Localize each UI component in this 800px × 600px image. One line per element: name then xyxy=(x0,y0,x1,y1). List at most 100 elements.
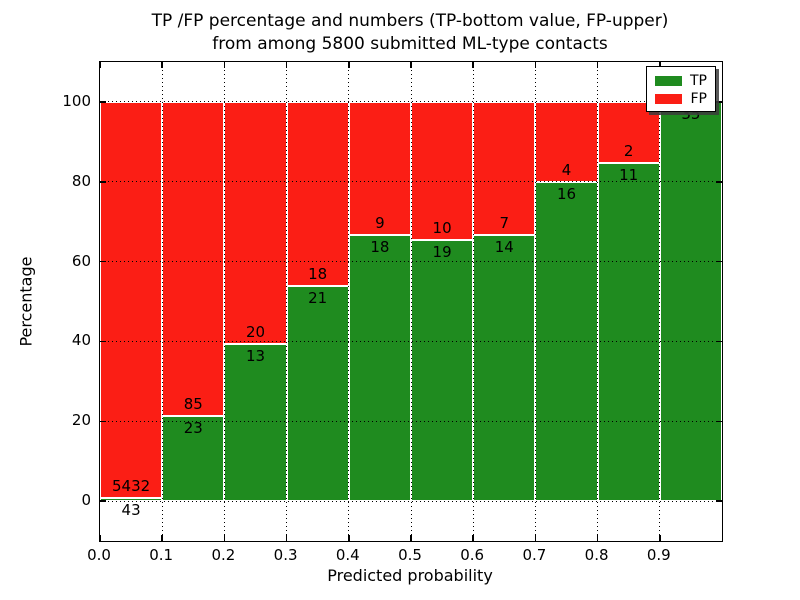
x-tick-label: 0.0 xyxy=(87,546,111,564)
v-gridline xyxy=(659,62,661,541)
x-tick-mark-bottom xyxy=(596,535,599,541)
tp-bar-segment xyxy=(659,101,722,502)
x-tick-label: 0.5 xyxy=(398,546,422,564)
x-tick-mark-bottom xyxy=(223,535,226,541)
v-gridline xyxy=(348,62,350,541)
tp-bar-segment xyxy=(348,234,411,502)
chart-title: TP /FP percentage and numbers (TP-bottom… xyxy=(99,10,721,56)
y-tick-mark-right xyxy=(716,181,722,183)
y-tick-mark-right xyxy=(716,260,722,263)
fp-count-label: 9 xyxy=(375,213,385,232)
v-gridline xyxy=(410,62,412,541)
fp-bar-segment xyxy=(224,101,287,344)
x-tick-label: 0.7 xyxy=(522,546,547,564)
x-tick-label: 0.6 xyxy=(460,546,485,564)
x-tick-mark-top xyxy=(472,62,474,68)
legend-row: FP xyxy=(647,90,715,108)
fp-bar-segment xyxy=(100,101,163,498)
fp-bar-segment xyxy=(162,101,225,417)
x-tick-mark-top xyxy=(534,62,537,68)
x-tick-mark-bottom xyxy=(161,535,163,541)
x-tick-label: 0.4 xyxy=(335,546,360,564)
y-tick-label: 80 xyxy=(71,171,91,190)
legend-row: TP xyxy=(647,72,715,90)
fp-bar-segment xyxy=(473,101,536,235)
chart-title-line2: from among 5800 submitted ML-type contac… xyxy=(212,34,608,54)
tp-bar-segment xyxy=(411,239,474,502)
tp-count-label: 23 xyxy=(183,419,203,438)
v-gridline xyxy=(223,62,225,541)
tp-bar-segment xyxy=(473,234,536,502)
y-tick-mark-left xyxy=(100,181,106,183)
fp-bar-segment xyxy=(348,101,411,235)
x-tick-mark-top xyxy=(596,62,599,68)
x-tick-mark-top xyxy=(659,62,661,68)
x-tick-mark-bottom xyxy=(410,535,412,541)
x-tick-mark-top xyxy=(99,62,101,68)
fp-count-label: 18 xyxy=(308,265,328,284)
fp-count-label: 7 xyxy=(499,213,510,232)
y-tick-label: 60 xyxy=(71,251,91,270)
tp-bar-segment xyxy=(597,163,660,502)
y-tick-label: 0 xyxy=(81,491,91,510)
tp-count-label: 16 xyxy=(556,184,577,203)
x-tick-label: 0.9 xyxy=(646,546,671,564)
fp-count-label: 20 xyxy=(245,322,266,341)
v-gridline xyxy=(286,62,288,541)
y-tick-label: 40 xyxy=(71,331,91,350)
y-tick-mark-right xyxy=(716,340,722,343)
x-axis-label: Predicted probability xyxy=(327,566,493,585)
y-tick-mark-left xyxy=(100,340,106,343)
v-gridline xyxy=(472,62,474,541)
tp-bar-segment xyxy=(162,416,225,502)
fp-count-label: 5432 xyxy=(112,476,151,495)
y-tick-mark-left xyxy=(100,101,106,103)
tp-count-label: 19 xyxy=(432,242,452,261)
x-tick-label: 0.2 xyxy=(211,546,236,564)
tp-count-label: 21 xyxy=(308,289,328,308)
x-tick-mark-bottom xyxy=(534,535,537,541)
x-tick-mark-bottom xyxy=(348,535,350,541)
v-gridline xyxy=(161,62,163,541)
x-tick-mark-top xyxy=(223,62,226,68)
x-tick-mark-top xyxy=(285,62,288,68)
x-tick-mark-top xyxy=(348,62,350,68)
legend-swatch-tp xyxy=(655,76,682,86)
legend-label: TP xyxy=(690,73,707,89)
tp-bar-segment xyxy=(224,343,287,502)
tp-count-label: 43 xyxy=(121,500,141,519)
legend: TP FP xyxy=(646,66,716,112)
y-tick-mark-left xyxy=(100,420,106,422)
chart-title-line1: TP /FP percentage and numbers (TP-bottom… xyxy=(151,11,669,31)
y-tick-mark-right xyxy=(716,101,722,103)
x-tick-label: 0.8 xyxy=(584,546,609,564)
legend-label: FP xyxy=(690,91,708,107)
tp-count-label: 13 xyxy=(245,346,266,365)
x-tick-mark-bottom xyxy=(99,535,101,541)
x-tick-mark-bottom xyxy=(472,535,474,541)
fp-count-label: 85 xyxy=(183,395,203,414)
plot-area: 5432 43 85 23 20 13 18 21 9 18 10 19 7 14 4 16 2 11 35 xyxy=(99,61,723,542)
fp-bar-segment xyxy=(286,101,349,287)
fp-bar-segment xyxy=(597,101,660,164)
x-tick-label: 0.3 xyxy=(273,546,298,564)
x-tick-label: 0.1 xyxy=(149,546,174,564)
v-gridline xyxy=(534,62,536,541)
y-tick-mark-right xyxy=(716,500,722,502)
y-tick-label: 20 xyxy=(71,411,91,430)
y-tick-mark-left xyxy=(100,500,106,502)
y-tick-mark-left xyxy=(100,260,106,263)
tp-count-label: 14 xyxy=(494,237,514,256)
x-tick-mark-bottom xyxy=(659,535,661,541)
tp-count-label: 11 xyxy=(619,166,639,185)
tp-bar-segment xyxy=(100,497,163,502)
fp-count-label: 2 xyxy=(623,142,634,161)
legend-swatch-fp xyxy=(655,94,682,104)
tp-count-label: 18 xyxy=(370,237,390,256)
tp-bar-segment xyxy=(286,286,349,502)
y-tick-mark-right xyxy=(716,420,722,422)
x-tick-mark-top xyxy=(410,62,412,68)
fp-count-label: 4 xyxy=(561,160,572,179)
y-tick-label: 100 xyxy=(62,91,91,110)
